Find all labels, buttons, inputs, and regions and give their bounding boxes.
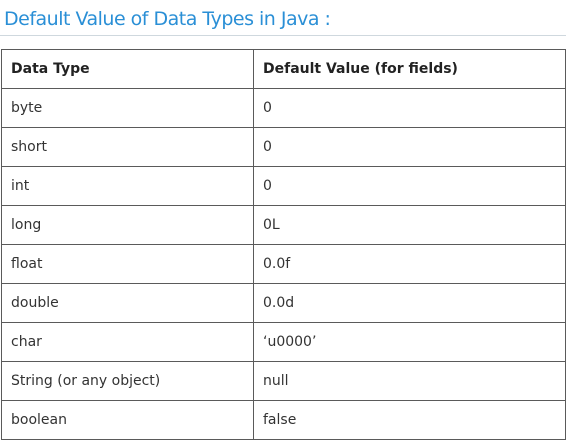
data-type-cell: boolean bbox=[1, 400, 254, 440]
default-value-cell: null bbox=[253, 361, 566, 401]
table-row: double 0.0d bbox=[1, 283, 566, 323]
data-type-cell: char bbox=[1, 322, 254, 362]
table-row: boolean false bbox=[1, 400, 566, 440]
default-value-cell: false bbox=[253, 400, 566, 440]
table-row: int 0 bbox=[1, 166, 566, 206]
default-value-cell: 0 bbox=[253, 166, 566, 206]
table-row: float 0.0f bbox=[1, 244, 566, 284]
table-row: long 0L bbox=[1, 205, 566, 245]
data-type-cell: float bbox=[1, 244, 254, 284]
default-value-cell: 0L bbox=[253, 205, 566, 245]
data-type-cell: double bbox=[1, 283, 254, 323]
default-value-cell: 0 bbox=[253, 88, 566, 128]
default-value-cell: 0.0d bbox=[253, 283, 566, 323]
data-type-cell: String (or any object) bbox=[1, 361, 254, 401]
header-data-type: Data Type bbox=[1, 49, 254, 89]
data-type-cell: int bbox=[1, 166, 254, 206]
default-value-cell: 0.0f bbox=[253, 244, 566, 284]
data-type-cell: long bbox=[1, 205, 254, 245]
data-type-cell: byte bbox=[1, 88, 254, 128]
table-row: String (or any object) null bbox=[1, 361, 566, 401]
default-value-cell: 0 bbox=[253, 127, 566, 167]
table-header-row: Data Type Default Value (for fields) bbox=[1, 49, 566, 89]
page-title: Default Value of Data Types in Java : bbox=[4, 8, 331, 30]
table-row: short 0 bbox=[1, 127, 566, 167]
data-type-cell: short bbox=[1, 127, 254, 167]
header-default-value: Default Value (for fields) bbox=[253, 49, 566, 89]
table-row: char ‘u0000’ bbox=[1, 322, 566, 362]
heading-divider bbox=[0, 35, 566, 36]
default-values-table: Data Type Default Value (for fields) byt… bbox=[1, 49, 566, 440]
table-row: byte 0 bbox=[1, 88, 566, 128]
default-value-cell: ‘u0000’ bbox=[253, 322, 566, 362]
